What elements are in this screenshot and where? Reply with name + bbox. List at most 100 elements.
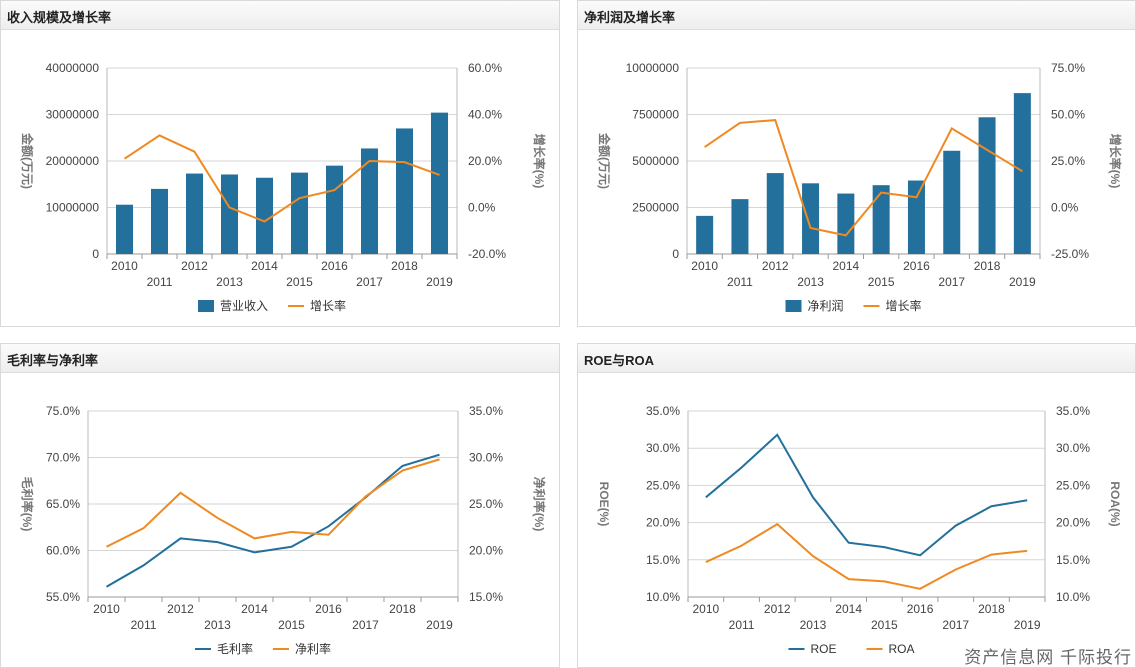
- left-axis-title: 毛利率(%): [20, 477, 35, 532]
- legend-label: ROA: [889, 642, 915, 656]
- bar: [186, 173, 203, 254]
- x-tick-label: 2014: [241, 602, 268, 616]
- x-tick-label: 2012: [167, 602, 194, 616]
- left-tick-label: 5000000: [632, 154, 679, 168]
- right-tick-label: 0.0%: [468, 201, 496, 215]
- panel-header: ROE与ROA: [578, 344, 1135, 373]
- x-tick-label: 2016: [903, 259, 930, 273]
- right-tick-label: 25.0%: [469, 497, 503, 511]
- x-tick-label: 2011: [727, 275, 753, 289]
- x-tick-label: 2013: [797, 275, 824, 289]
- left-tick-label: 2500000: [632, 201, 679, 215]
- x-tick-label: 2010: [691, 259, 718, 273]
- left-tick-label: 30000000: [46, 108, 100, 122]
- x-tick-label: 2017: [356, 275, 383, 289]
- x-tick-label: 2018: [389, 602, 416, 616]
- panel-header: 毛利率与净利率: [1, 344, 559, 373]
- left-tick-label: 35.0%: [646, 404, 680, 418]
- right-tick-label: 30.0%: [1056, 441, 1090, 455]
- x-tick-label: 2019: [426, 275, 453, 289]
- x-tick-label: 2010: [93, 602, 120, 616]
- x-tick-label: 2011: [131, 618, 157, 632]
- x-tick-label: 2018: [391, 259, 418, 273]
- bar: [837, 193, 855, 254]
- series-line: [704, 119, 1023, 237]
- bar: [291, 172, 308, 254]
- x-tick-label: 2015: [868, 275, 895, 289]
- legend-label: 毛利率: [217, 641, 253, 656]
- x-tick-label: 2019: [1009, 275, 1036, 289]
- x-tick-label: 2010: [692, 602, 719, 616]
- series-line: [705, 522, 1028, 590]
- bar: [766, 173, 784, 254]
- panel-title: 毛利率与净利率: [7, 353, 99, 368]
- bar: [396, 128, 413, 254]
- legend-swatch: [785, 300, 802, 312]
- x-tick-label: 2017: [352, 618, 379, 632]
- left-tick-label: 65.0%: [46, 497, 80, 511]
- x-tick-label: 2013: [216, 275, 243, 289]
- x-tick-label: 2010: [111, 259, 138, 273]
- right-tick-label: 20.0%: [468, 154, 502, 168]
- right-tick-label: -20.0%: [468, 247, 506, 261]
- bar: [116, 204, 133, 254]
- right-tick-label: 10.0%: [1056, 590, 1090, 604]
- legend-label: 净利率: [295, 641, 331, 656]
- x-tick-label: 2016: [321, 259, 348, 273]
- bar: [326, 165, 343, 254]
- chart-roe-roa: 10.0% 15.0% 20.0% 25.0% 30.0% 35.0% 10.0% 15.0%…: [597, 404, 1122, 656]
- x-tick-label: 2019: [426, 618, 453, 632]
- x-tick-label: 2018: [978, 602, 1005, 616]
- right-axis-title: 增长率(%): [1108, 134, 1123, 189]
- left-tick-label: 10.0%: [646, 590, 680, 604]
- right-tick-label: 30.0%: [469, 451, 503, 465]
- right-tick-label: 15.0%: [1056, 553, 1090, 567]
- watermark: 资产信息网 千际投行: [964, 648, 1132, 667]
- right-tick-label: 20.0%: [469, 544, 503, 558]
- panel-title: 净利润及增长率: [584, 10, 676, 25]
- right-tick-label: 40.0%: [468, 108, 502, 122]
- chart-net-profit: 0 2500000 5000000 7500000 10000000 -25.0% 0.0%…: [597, 61, 1123, 313]
- legend-label: 增长率: [310, 298, 346, 313]
- bar: [872, 185, 890, 254]
- x-tick-label: 2011: [147, 275, 173, 289]
- right-tick-label: 15.0%: [469, 590, 503, 604]
- left-tick-label: 55.0%: [46, 590, 80, 604]
- left-tick-label: 10000000: [46, 201, 100, 215]
- x-tick-label: 2019: [1014, 618, 1041, 632]
- right-tick-label: 60.0%: [468, 61, 502, 75]
- right-tick-label: 25.0%: [1051, 154, 1085, 168]
- bar: [256, 177, 273, 254]
- x-tick-label: 2014: [835, 602, 862, 616]
- left-tick-label: 20000000: [46, 154, 100, 168]
- right-tick-label: 25.0%: [1056, 478, 1090, 492]
- chart-margins: 55.0% 60.0% 65.0% 70.0% 75.0% 15.0% 20.0% 25.0%…: [20, 404, 547, 656]
- x-tick-label: 2016: [907, 602, 934, 616]
- x-tick-label: 2013: [800, 618, 827, 632]
- legend-label: 增长率: [886, 298, 922, 313]
- right-axis-title: 增长率(%): [532, 134, 547, 189]
- panel-roe-roa: ROE与ROA 10.0% 15.0% 20.0% 25.0% 30.0% 35.0% 10…: [577, 343, 1136, 668]
- bar: [802, 183, 820, 254]
- bar: [361, 148, 378, 254]
- x-tick-label: 2014: [251, 259, 278, 273]
- x-tick-label: 2013: [204, 618, 231, 632]
- x-tick-label: 2012: [764, 602, 791, 616]
- bar: [731, 199, 749, 254]
- left-axis-title: 金额(万元): [20, 132, 35, 189]
- left-tick-label: 7500000: [632, 108, 679, 122]
- series-line: [705, 433, 1028, 557]
- left-tick-label: 40000000: [46, 61, 100, 75]
- x-tick-label: 2012: [762, 259, 789, 273]
- panel-header: 收入规模及增长率: [1, 1, 559, 30]
- left-axis-title: ROE(%): [597, 482, 611, 527]
- series-line: [123, 134, 440, 223]
- chart-revenue: 0 10000000 20000000 30000000 40000000 -20.0% 0…: [20, 61, 547, 313]
- right-tick-label: -25.0%: [1051, 247, 1089, 261]
- series-line: [106, 458, 440, 548]
- panel-margins: 毛利率与净利率 55.0% 60.0% 65.0% 70.0% 75.0% 15.0% 20…: [0, 343, 560, 668]
- legend-label: 净利润: [808, 299, 844, 313]
- right-axis-title: 净利率(%): [532, 477, 547, 532]
- x-tick-label: 2011: [729, 618, 755, 632]
- panel-header: 净利润及增长率: [578, 1, 1135, 30]
